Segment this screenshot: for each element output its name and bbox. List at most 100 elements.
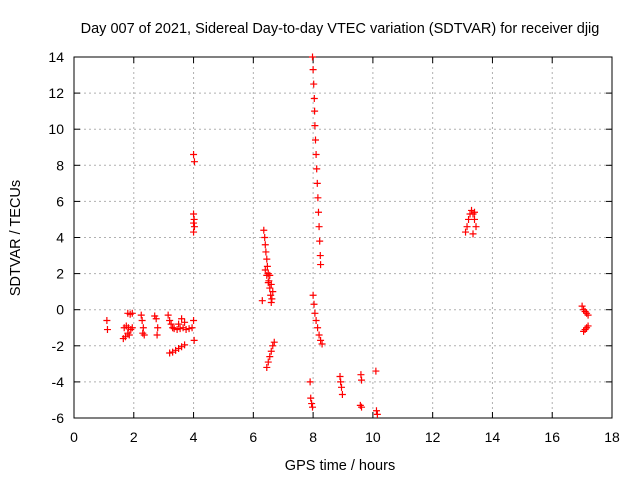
chart-title: Day 007 of 2021, Sidereal Day-to-day VTE…	[81, 21, 600, 37]
data-point	[167, 320, 175, 328]
data-point	[312, 317, 320, 325]
data-point	[309, 66, 317, 74]
data-point	[182, 326, 190, 334]
data-point	[472, 223, 480, 231]
data-point	[266, 353, 274, 361]
data-point	[190, 158, 198, 166]
data-point	[178, 315, 186, 323]
data-point	[128, 324, 136, 332]
data-point	[154, 324, 162, 332]
data-point	[315, 331, 323, 339]
data-point	[313, 179, 321, 187]
data-point	[306, 378, 314, 386]
data-point	[307, 394, 315, 402]
data-point	[166, 349, 174, 357]
data-point	[312, 136, 320, 144]
data-point	[270, 338, 278, 346]
x-tick-label: 16	[544, 429, 560, 445]
data-point	[267, 291, 275, 299]
data-point	[268, 295, 276, 303]
data-point	[578, 302, 586, 310]
data-point	[311, 107, 319, 115]
data-point	[188, 324, 196, 332]
data-point	[139, 329, 147, 337]
data-point	[261, 234, 269, 241]
data-point	[263, 363, 271, 371]
y-tick-label: 10	[48, 121, 64, 137]
data-point	[269, 288, 277, 296]
y-tick-label: 4	[56, 230, 64, 246]
data-point	[310, 80, 318, 88]
data-point	[469, 230, 477, 238]
data-point	[260, 226, 268, 234]
data-point	[164, 311, 172, 319]
data-point	[471, 208, 479, 216]
data-point	[137, 311, 145, 319]
data-point	[266, 271, 274, 279]
data-point	[125, 331, 133, 339]
data-point	[175, 320, 183, 328]
data-point	[181, 318, 189, 326]
data-point	[166, 317, 174, 325]
tick-labels: 0 2 4 6 8 10 12 14 16 18 -6 -4 -2 0 2 4 6 8 10 12 14	[48, 49, 620, 445]
x-tick-label: 6	[249, 429, 257, 445]
grid	[74, 57, 612, 418]
data-point	[313, 165, 321, 173]
data-point	[338, 391, 346, 399]
data-point	[308, 400, 316, 408]
x-tick-label: 0	[70, 429, 78, 445]
x-tick-label: 8	[309, 429, 317, 445]
data-point	[262, 248, 270, 256]
y-tick-label: -4	[52, 374, 65, 390]
data-point	[463, 223, 471, 231]
data-point	[170, 325, 178, 333]
data-point	[190, 223, 198, 231]
data-point	[152, 315, 160, 323]
data-point	[358, 403, 366, 411]
data-point	[261, 266, 269, 274]
data-point	[190, 150, 198, 158]
data-point	[462, 228, 470, 236]
data-point	[261, 241, 269, 249]
data-point	[103, 317, 111, 325]
x-tick-label: 12	[425, 429, 441, 445]
data-point	[263, 255, 271, 263]
data-point	[337, 378, 345, 386]
data-point	[266, 284, 274, 292]
data-point	[176, 325, 184, 333]
data-point	[311, 122, 319, 130]
data-point	[314, 208, 322, 216]
data-point	[128, 309, 136, 317]
data-point	[267, 347, 275, 355]
data-point	[310, 300, 318, 308]
data-point	[314, 324, 322, 332]
y-tick-label: 2	[56, 266, 64, 282]
x-tick-label: 2	[130, 429, 138, 445]
data-point	[169, 324, 177, 332]
data-point	[358, 376, 366, 384]
data-point	[315, 223, 323, 231]
data-point	[138, 317, 146, 325]
data-point	[190, 228, 198, 236]
data-point	[140, 331, 148, 339]
data-point	[173, 326, 181, 334]
data-point	[190, 317, 198, 325]
data-point	[153, 331, 161, 339]
data-point	[258, 297, 266, 305]
data-point	[312, 150, 320, 158]
data-point	[269, 342, 277, 350]
data-point	[267, 280, 275, 288]
data-point	[316, 237, 324, 245]
data-point	[317, 261, 325, 269]
data-point	[318, 340, 326, 348]
y-tick-label: 0	[56, 302, 64, 318]
data-point	[103, 326, 111, 334]
y-tick-label: 14	[48, 49, 64, 65]
data-point	[314, 194, 322, 202]
data-points	[103, 53, 592, 418]
data-point	[465, 215, 473, 223]
data-point	[190, 336, 198, 344]
data-point	[309, 291, 317, 299]
y-tick-label: 6	[56, 193, 64, 209]
